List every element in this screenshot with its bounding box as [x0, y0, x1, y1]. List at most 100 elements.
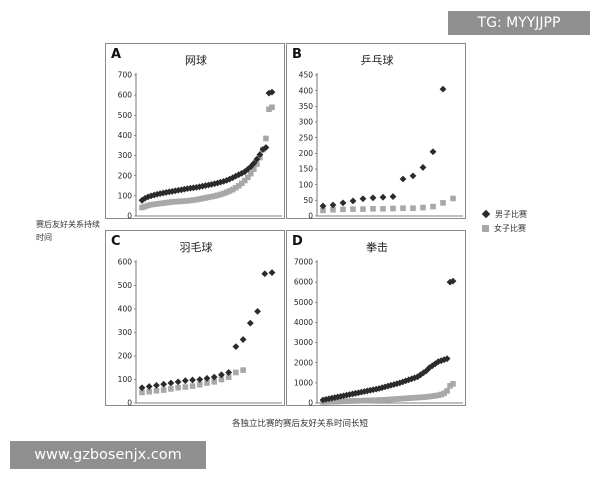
data-point-men	[396, 379, 404, 387]
data-point-women	[420, 394, 427, 400]
data-point-women	[414, 394, 421, 401]
data-point-women	[397, 395, 403, 402]
panel-title: 羽毛球	[179, 241, 213, 254]
data-point-women	[360, 206, 366, 212]
data-point-women	[214, 192, 221, 199]
data-point-women	[450, 381, 456, 387]
y-tick-label: 400	[299, 86, 314, 95]
data-point-men	[220, 177, 228, 185]
data-point-men	[138, 384, 146, 392]
data-point-women	[438, 391, 444, 398]
data-point-men	[239, 336, 247, 343]
data-point-men	[232, 343, 240, 350]
data-point-women	[399, 395, 406, 402]
data-point-women	[172, 198, 179, 205]
data-point-men	[208, 180, 215, 188]
panel-letter: B	[292, 47, 302, 62]
chart-panel-c: C 羽毛球 0 100 200 300 400 500 600	[105, 230, 285, 407]
data-point-women	[166, 199, 173, 206]
data-point-women	[184, 198, 191, 204]
data-point-men	[247, 163, 255, 171]
data-point-women	[223, 189, 230, 196]
data-point-women	[240, 367, 246, 373]
data-point-men	[241, 168, 249, 176]
data-point-men	[431, 360, 439, 368]
data-point-men	[202, 182, 209, 189]
data-point-women	[350, 206, 356, 212]
data-point-men	[381, 383, 389, 391]
data-point-women	[343, 398, 350, 404]
panel-letter: C	[111, 234, 121, 249]
data-point-women	[146, 388, 153, 395]
chart-plot: 0 50 100 150 200 250 300 350 400 450	[299, 71, 463, 220]
data-point-women	[361, 397, 368, 404]
y-tick-label: 700	[118, 71, 133, 80]
y-tick-label: 100	[118, 375, 133, 384]
chart-panel-b: B 乒乓球 0 50 100 150 200 250 300 350 400 450	[286, 43, 466, 220]
data-point-men	[165, 188, 173, 196]
data-point-women	[435, 392, 442, 399]
y-tick-label: 300	[118, 328, 133, 337]
data-point-women	[332, 398, 338, 405]
data-point-women	[142, 203, 148, 210]
data-point-men	[203, 374, 211, 382]
data-point-men	[261, 270, 269, 278]
data-point-women	[367, 397, 374, 404]
square-marker-icon	[482, 224, 489, 232]
data-point-women	[340, 398, 347, 405]
data-point-women	[211, 379, 218, 385]
data-point-women	[151, 201, 157, 208]
y-tick-label: 600	[118, 258, 133, 267]
data-point-men	[440, 356, 448, 364]
y-tick-label: 400	[118, 305, 133, 314]
data-point-men	[419, 164, 427, 171]
data-point-women	[402, 395, 409, 402]
data-point-women	[139, 204, 145, 211]
data-point-men	[349, 197, 357, 205]
y-tick-label: 300	[299, 118, 314, 127]
data-point-women	[217, 191, 224, 198]
data-point-men	[389, 193, 397, 200]
y-tick-label: 0	[127, 399, 132, 407]
data-point-women	[444, 388, 450, 394]
data-point-women	[441, 390, 447, 397]
data-point-women	[178, 198, 185, 205]
data-point-women	[370, 397, 377, 404]
data-point-women	[379, 397, 385, 403]
data-point-men	[399, 175, 407, 183]
data-point-men	[171, 187, 179, 195]
data-point-men	[449, 277, 457, 285]
legend-item-men: 男子比赛	[481, 207, 527, 221]
data-point-men	[379, 193, 387, 201]
data-point-women	[196, 196, 203, 202]
data-point-women	[405, 395, 412, 401]
data-point-men	[181, 377, 189, 385]
data-point-men	[262, 144, 270, 151]
data-point-women	[358, 397, 365, 404]
data-point-women	[429, 393, 436, 399]
data-point-women	[269, 104, 275, 111]
data-point-women	[420, 204, 426, 211]
data-point-men	[174, 186, 182, 194]
data-point-men	[244, 165, 252, 173]
y-tick-label: 200	[118, 352, 133, 361]
data-point-women	[400, 205, 406, 211]
data-point-men	[256, 151, 264, 158]
data-point-men	[162, 189, 170, 196]
data-point-men	[325, 395, 333, 403]
data-point-men	[339, 199, 347, 207]
data-point-women	[430, 203, 436, 210]
y-tick-label: 100	[299, 180, 314, 189]
data-point-men	[160, 380, 168, 388]
data-point-women	[329, 398, 335, 405]
y-tick-label: 50	[303, 196, 313, 205]
data-point-men	[217, 178, 225, 186]
y-tick-label: 3000	[294, 338, 313, 347]
y-tick-label: 350	[299, 102, 314, 111]
data-point-men	[174, 378, 182, 386]
data-point-women	[320, 207, 326, 214]
y-tick-label: 6000	[294, 278, 313, 287]
data-point-women	[330, 206, 336, 213]
data-point-women	[373, 397, 379, 403]
data-point-men	[229, 174, 237, 182]
